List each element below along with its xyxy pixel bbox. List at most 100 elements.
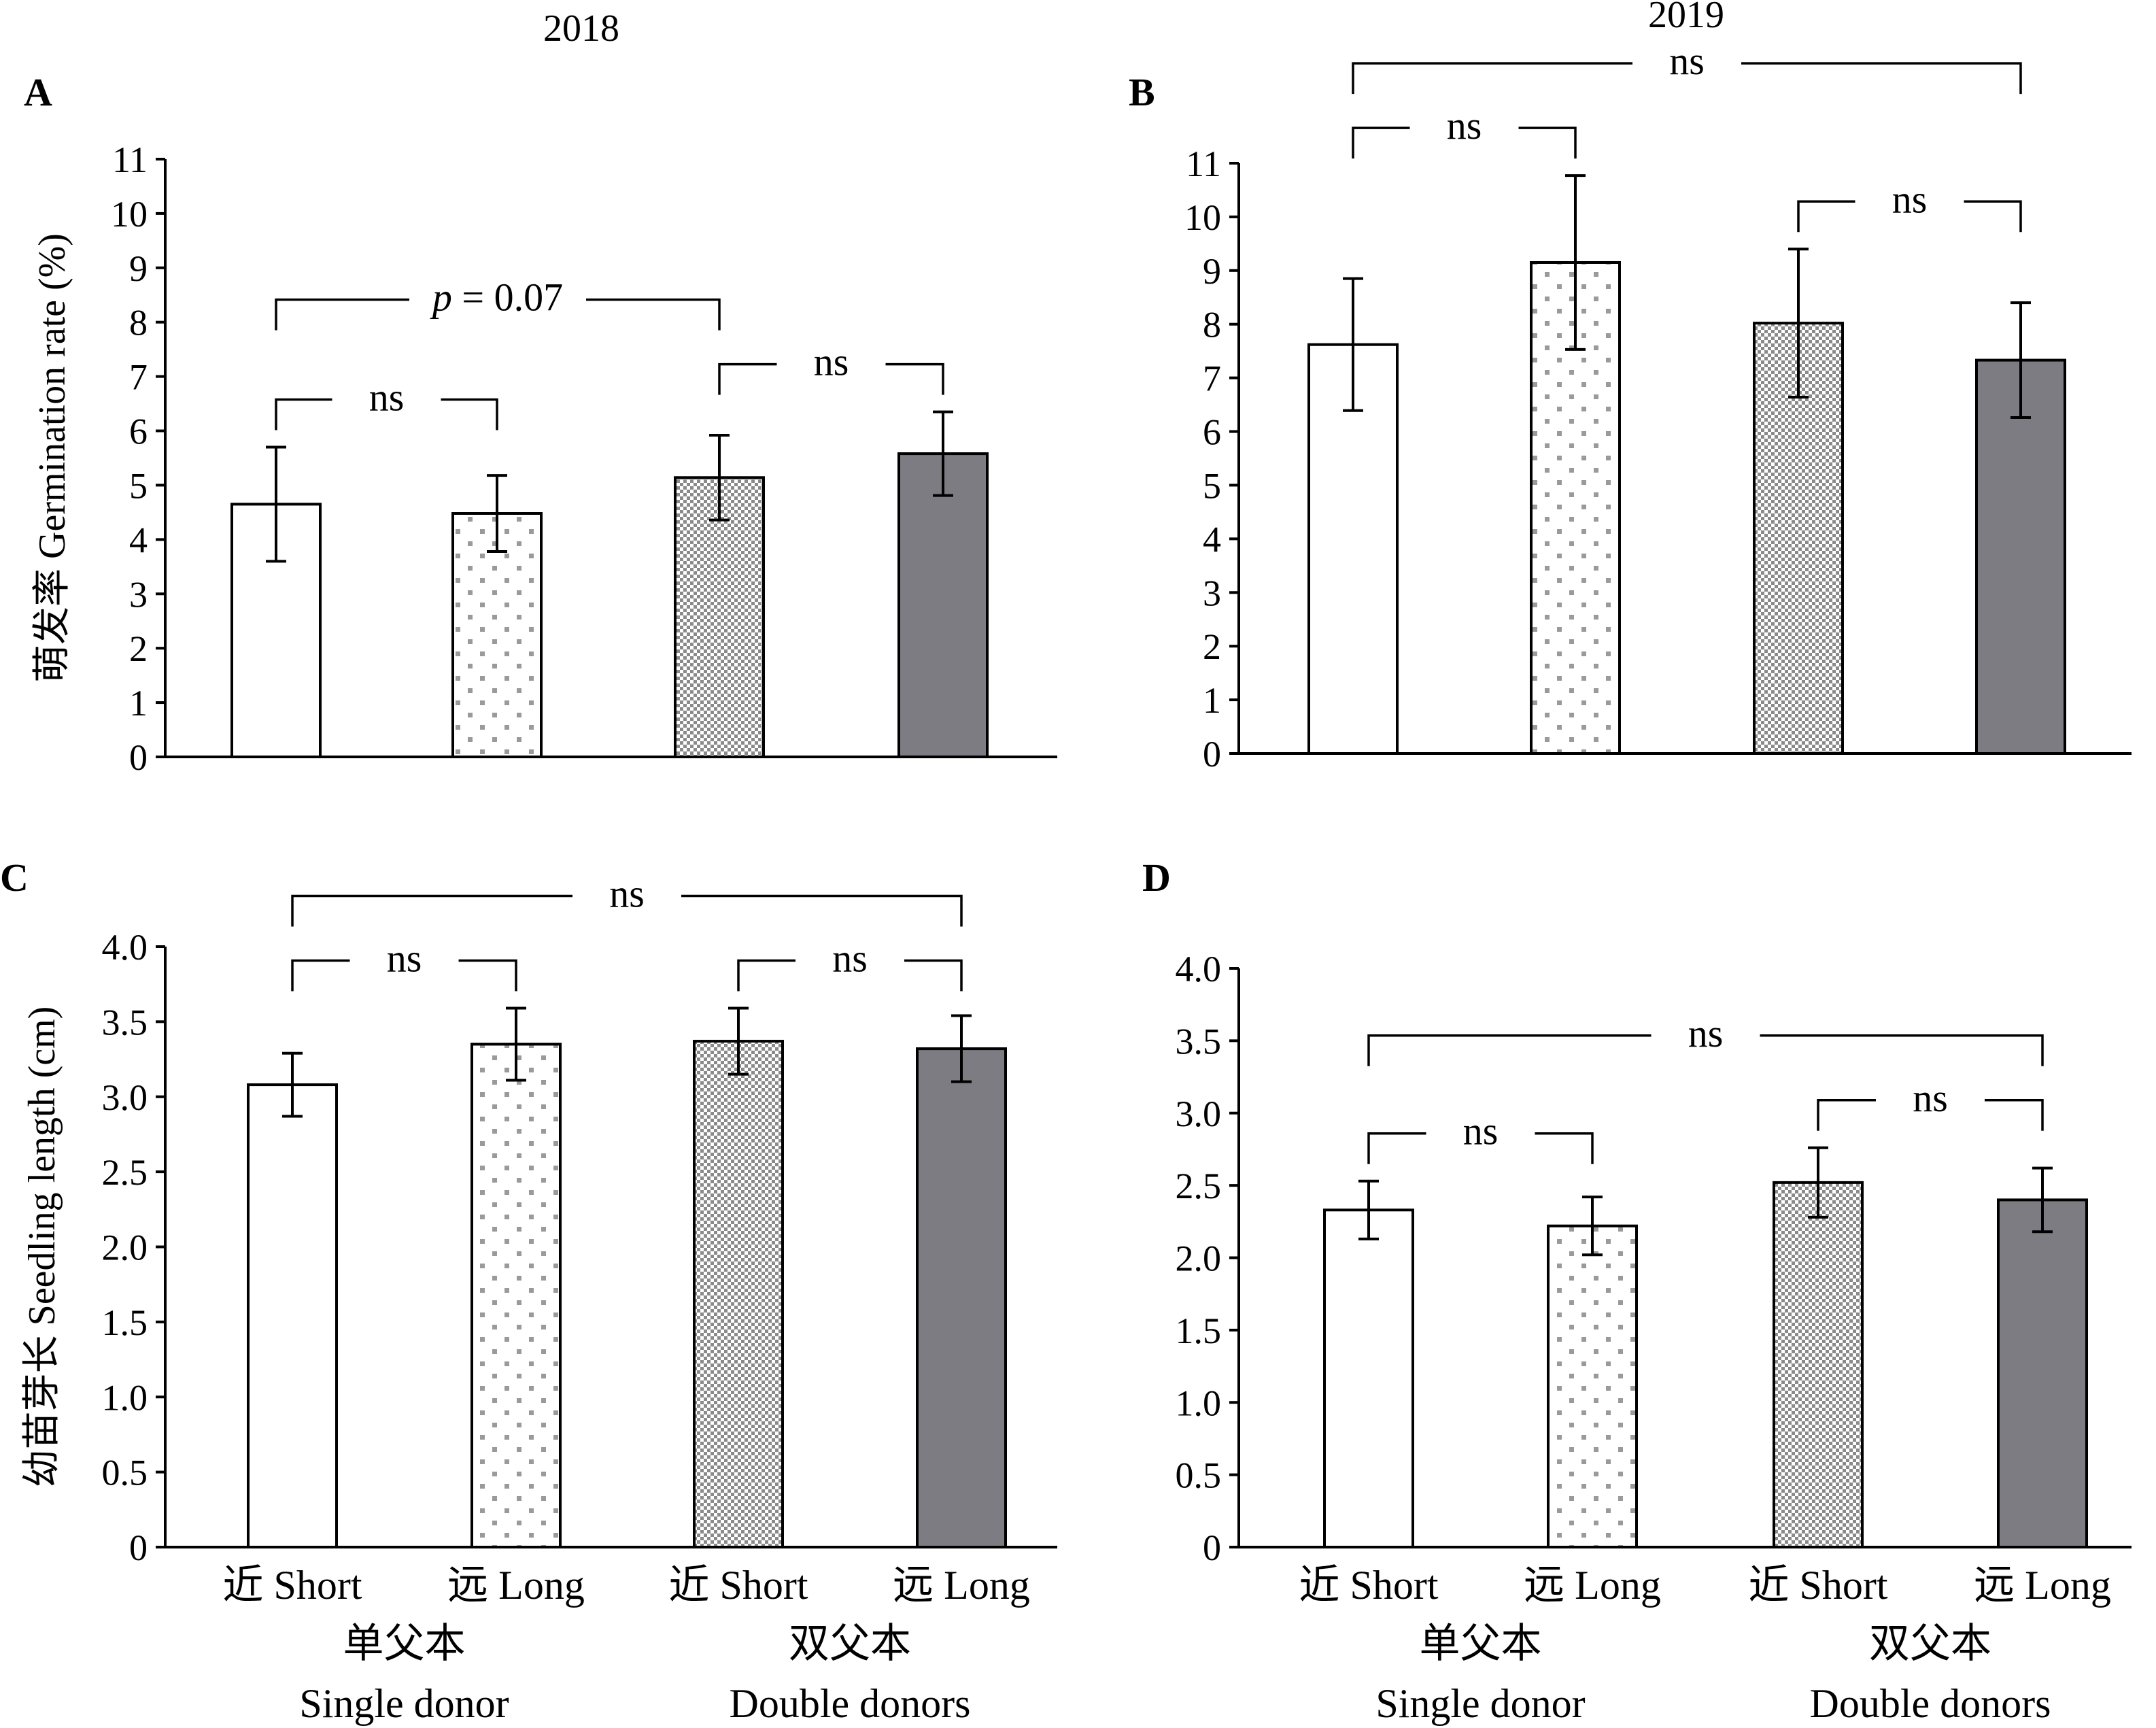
y-tick-label: 2 bbox=[1203, 626, 1221, 667]
y-tick-label: 8 bbox=[129, 303, 148, 343]
bar bbox=[693, 1040, 784, 1548]
bar bbox=[247, 1083, 338, 1548]
bar bbox=[916, 1047, 1007, 1548]
bar bbox=[451, 512, 543, 758]
y-tick-label: 6 bbox=[1203, 412, 1221, 453]
significance-bracket bbox=[275, 398, 498, 430]
panel-title: 2019 bbox=[1648, 0, 1724, 36]
y-tick-label: 4 bbox=[1203, 519, 1221, 560]
y-tick-label: 10 bbox=[1184, 197, 1221, 238]
significance-label: ns bbox=[1669, 39, 1705, 83]
significance-label: ns bbox=[1447, 103, 1482, 148]
significance-bracket bbox=[1352, 62, 2022, 95]
y-tick-label: 11 bbox=[1186, 143, 1221, 184]
group-label-cn: 双父本 bbox=[789, 1621, 911, 1666]
y-tick-label: 0.5 bbox=[102, 1453, 148, 1493]
y-tick-label: 3 bbox=[129, 574, 148, 615]
y-tick-label: 3.0 bbox=[102, 1077, 148, 1118]
y-tick-label: 2.5 bbox=[102, 1152, 148, 1193]
significance-bracket bbox=[291, 959, 517, 992]
group-label-en: Single donor bbox=[1375, 1681, 1585, 1726]
y-tick-label: 7 bbox=[129, 357, 148, 398]
significance-bracket bbox=[1352, 126, 1577, 159]
y-tick-label: 2 bbox=[129, 628, 148, 669]
y-tick-label: 0.5 bbox=[1176, 1455, 1222, 1496]
y-tick-label: 1.5 bbox=[1176, 1310, 1222, 1351]
panel-label: A bbox=[24, 70, 52, 114]
y-tick-label: 9 bbox=[129, 248, 148, 289]
y-tick-label: 6 bbox=[129, 411, 148, 452]
y-tick-label: 1 bbox=[129, 683, 148, 724]
y-tick-label: 2.0 bbox=[102, 1227, 148, 1268]
y-tick-label: 3.5 bbox=[1176, 1021, 1222, 1062]
y-tick-label: 1.5 bbox=[102, 1302, 148, 1343]
bar bbox=[1997, 1198, 2088, 1549]
x-category-label: 远 Long bbox=[1974, 1563, 2111, 1608]
y-tick-label: 0 bbox=[129, 1527, 148, 1568]
bar bbox=[1975, 358, 2066, 755]
group-label-cn: 双父本 bbox=[1869, 1621, 1991, 1666]
significance-bracket bbox=[291, 894, 963, 927]
y-tick-label: 1.0 bbox=[1176, 1383, 1222, 1423]
y-tick-label: 4 bbox=[129, 520, 148, 560]
y-tick-label: 11 bbox=[112, 139, 148, 180]
significance-bracket bbox=[718, 362, 944, 395]
panel-d: D 0 0.5 1.0 1.5 2.0 2.5 3.0 3.5 4.0 ns ns ns 近 Short 远… bbox=[1142, 855, 2132, 1726]
significance-bracket bbox=[1797, 200, 2022, 233]
y-tick-label: 2.5 bbox=[1176, 1166, 1222, 1206]
bar bbox=[1773, 1181, 1864, 1548]
y-axis-title: 萌发率 Germination rate (%) bbox=[31, 233, 73, 683]
x-category-label: 近 Short bbox=[1299, 1563, 1438, 1608]
significance-label: ns bbox=[369, 375, 405, 420]
significance-bracket bbox=[737, 959, 963, 992]
y-tick-label: 5 bbox=[129, 465, 148, 506]
y-tick-label: 5 bbox=[1203, 465, 1221, 506]
significance-label: p = 0.07 bbox=[430, 275, 563, 320]
group-label-en: Double donors bbox=[1810, 1681, 2051, 1726]
y-tick-label: 0 bbox=[129, 737, 148, 778]
group-label-cn: 单父本 bbox=[1420, 1621, 1542, 1666]
x-category-label: 近 Short bbox=[1748, 1563, 1887, 1608]
panel-title: 2018 bbox=[543, 7, 619, 50]
bar bbox=[897, 452, 989, 759]
y-tick-label: 0 bbox=[1203, 1527, 1221, 1568]
bar bbox=[470, 1043, 562, 1549]
y-tick-label: 1.0 bbox=[102, 1377, 148, 1418]
bar bbox=[674, 476, 765, 758]
significance-label: ns bbox=[1892, 177, 1928, 221]
significance-label: ns bbox=[1463, 1109, 1499, 1153]
significance-label: ns bbox=[1688, 1011, 1724, 1055]
significance-bracket bbox=[275, 298, 721, 331]
y-tick-label: 8 bbox=[1203, 305, 1221, 345]
group-label-en: Double donors bbox=[730, 1681, 971, 1726]
significance-bracket bbox=[1367, 1132, 1594, 1164]
group-label-cn: 单父本 bbox=[343, 1621, 466, 1666]
y-tick-label: 4.0 bbox=[1176, 949, 1222, 989]
significance-bracket bbox=[1367, 1034, 2044, 1066]
y-tick-label: 2.0 bbox=[1176, 1238, 1222, 1279]
group-label-en: Single donor bbox=[299, 1681, 509, 1726]
significance-label: ns bbox=[832, 936, 868, 981]
y-tick-label: 1 bbox=[1203, 680, 1221, 721]
y-tick-label: 7 bbox=[1203, 358, 1221, 399]
y-tick-label: 3.5 bbox=[102, 1002, 148, 1043]
panel-label: C bbox=[0, 855, 29, 900]
bar bbox=[1547, 1224, 1638, 1548]
panel-a: A 2018 0 1 2 3 4 5 6 7 8 9 10 11 萌发率 Germination rate … bbox=[24, 7, 1057, 778]
panel-c: C 0 0.5 1.0 1.5 2.0 2.5 3.0 3.5 4.0 幼苗芽长 Seedling … bbox=[0, 855, 1057, 1726]
x-category-label: 远 Long bbox=[447, 1563, 585, 1608]
panel-b: B 2019 0 1 2 3 4 5 6 7 8 9 10 11 ns ns ns bbox=[1129, 0, 2132, 775]
y-tick-label: 4.0 bbox=[102, 927, 148, 968]
bar bbox=[1323, 1208, 1414, 1548]
bar bbox=[1307, 343, 1399, 756]
x-category-label: 远 Long bbox=[893, 1563, 1030, 1608]
y-tick-label: 10 bbox=[111, 194, 148, 235]
significance-label: ns bbox=[609, 872, 645, 916]
y-tick-label: 0 bbox=[1203, 734, 1221, 775]
significance-label: ns bbox=[1913, 1076, 1948, 1120]
y-axis-title: 幼苗芽长 Seedling length (cm) bbox=[21, 1006, 63, 1488]
x-category-label: 近 Short bbox=[668, 1563, 808, 1608]
significance-label: ns bbox=[387, 936, 422, 981]
y-tick-label: 3 bbox=[1203, 573, 1221, 613]
